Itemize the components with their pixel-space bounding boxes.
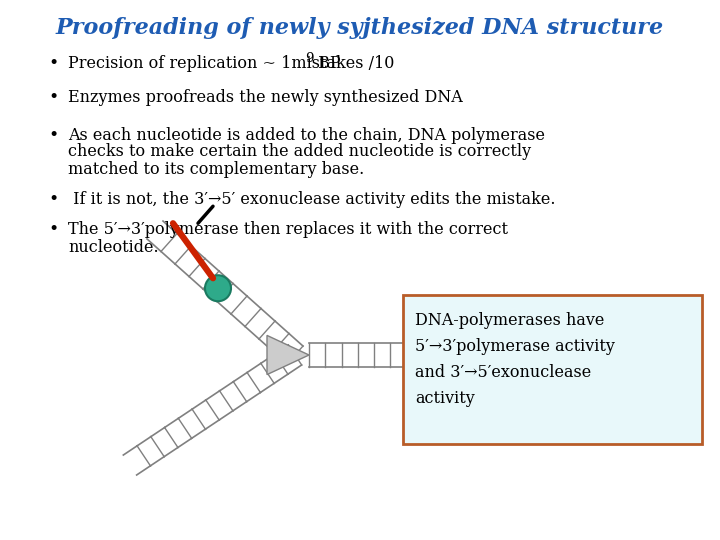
Text: Proofreading of newly syjthesized DNA structure: Proofreading of newly syjthesized DNA st… bbox=[56, 17, 664, 39]
Text: As each nucleotide is added to the chain, DNA polymerase: As each nucleotide is added to the chain… bbox=[68, 126, 545, 144]
Text: •: • bbox=[48, 56, 58, 72]
Text: •: • bbox=[48, 221, 58, 239]
Text: Precision of replication ~ 1mistakes /10: Precision of replication ~ 1mistakes /10 bbox=[68, 56, 395, 72]
Text: nucleotide.: nucleotide. bbox=[68, 239, 158, 255]
Text: Enzymes proofreads the newly synthesized DNA: Enzymes proofreads the newly synthesized… bbox=[68, 89, 463, 105]
Text: BP: BP bbox=[313, 56, 341, 72]
Text: •: • bbox=[48, 192, 58, 208]
Text: •: • bbox=[48, 89, 58, 105]
FancyBboxPatch shape bbox=[403, 295, 702, 444]
Text: The 5′→3′polymerase then replaces it with the correct: The 5′→3′polymerase then replaces it wit… bbox=[68, 221, 508, 239]
Polygon shape bbox=[267, 335, 309, 375]
Circle shape bbox=[205, 275, 231, 301]
Text: matched to its complementary base.: matched to its complementary base. bbox=[68, 160, 364, 178]
Text: 9: 9 bbox=[305, 51, 313, 64]
Text: DNA-polymerases have
5′→3′polymerase activity
and 3′→5′exonuclease
activity: DNA-polymerases have 5′→3′polymerase act… bbox=[415, 312, 615, 407]
Text: •: • bbox=[48, 126, 58, 144]
Text: checks to make certain the added nucleotide is correctly: checks to make certain the added nucleot… bbox=[68, 144, 531, 160]
Text: If it is not, the 3′→5′ exonuclease activity edits the mistake.: If it is not, the 3′→5′ exonuclease acti… bbox=[68, 192, 556, 208]
